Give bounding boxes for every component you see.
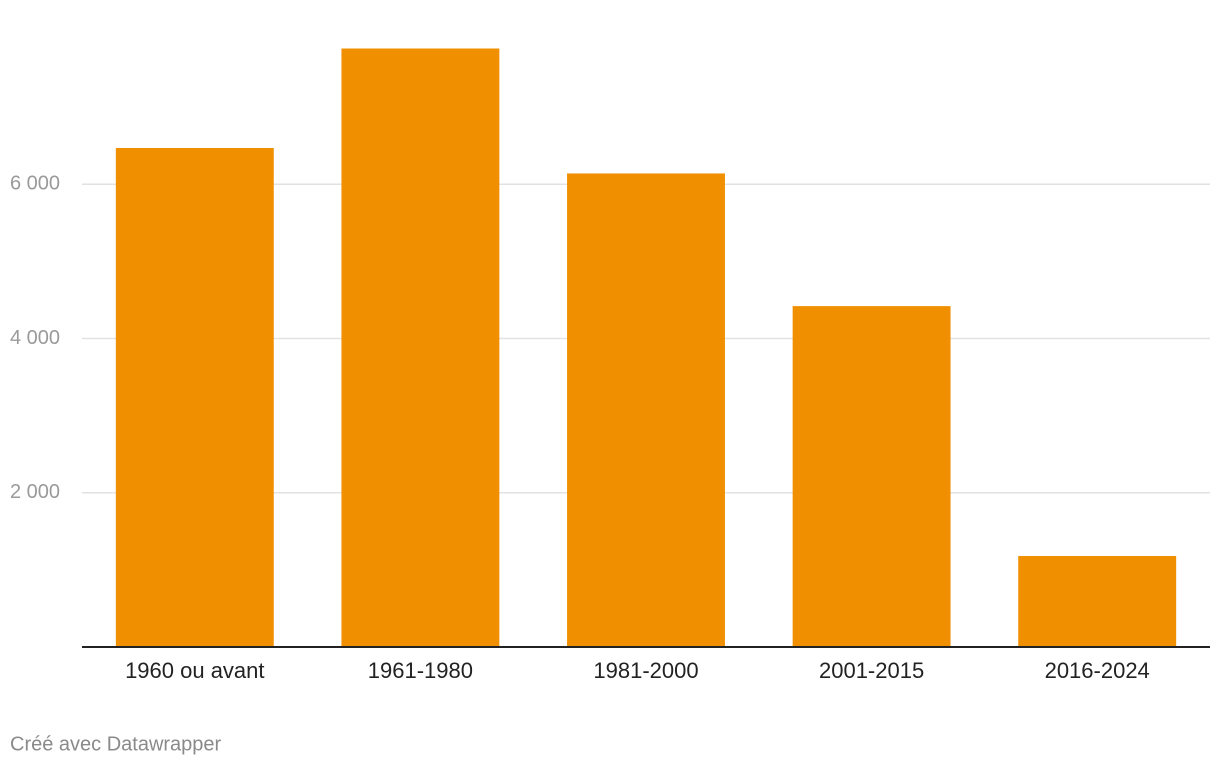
- y-tick-label: 6 000: [10, 173, 60, 195]
- x-tick-label: 1960 ou avant: [125, 658, 264, 683]
- bar: [567, 173, 725, 647]
- bar: [115, 148, 274, 647]
- y-tick-label: 4 000: [10, 327, 60, 349]
- bar: [341, 48, 500, 647]
- bar: [1018, 555, 1177, 647]
- bar: [792, 306, 951, 647]
- footer: Créé avec Datawrapper: [10, 733, 222, 755]
- x-tick-label: 2001-2015: [819, 658, 924, 683]
- x-tick-label: 1981-2000: [593, 658, 698, 683]
- y-tick-label: 2 000: [10, 481, 60, 503]
- x-tick-label: 1961-1980: [368, 658, 473, 683]
- x-tick-label: 2016-2024: [1045, 658, 1150, 683]
